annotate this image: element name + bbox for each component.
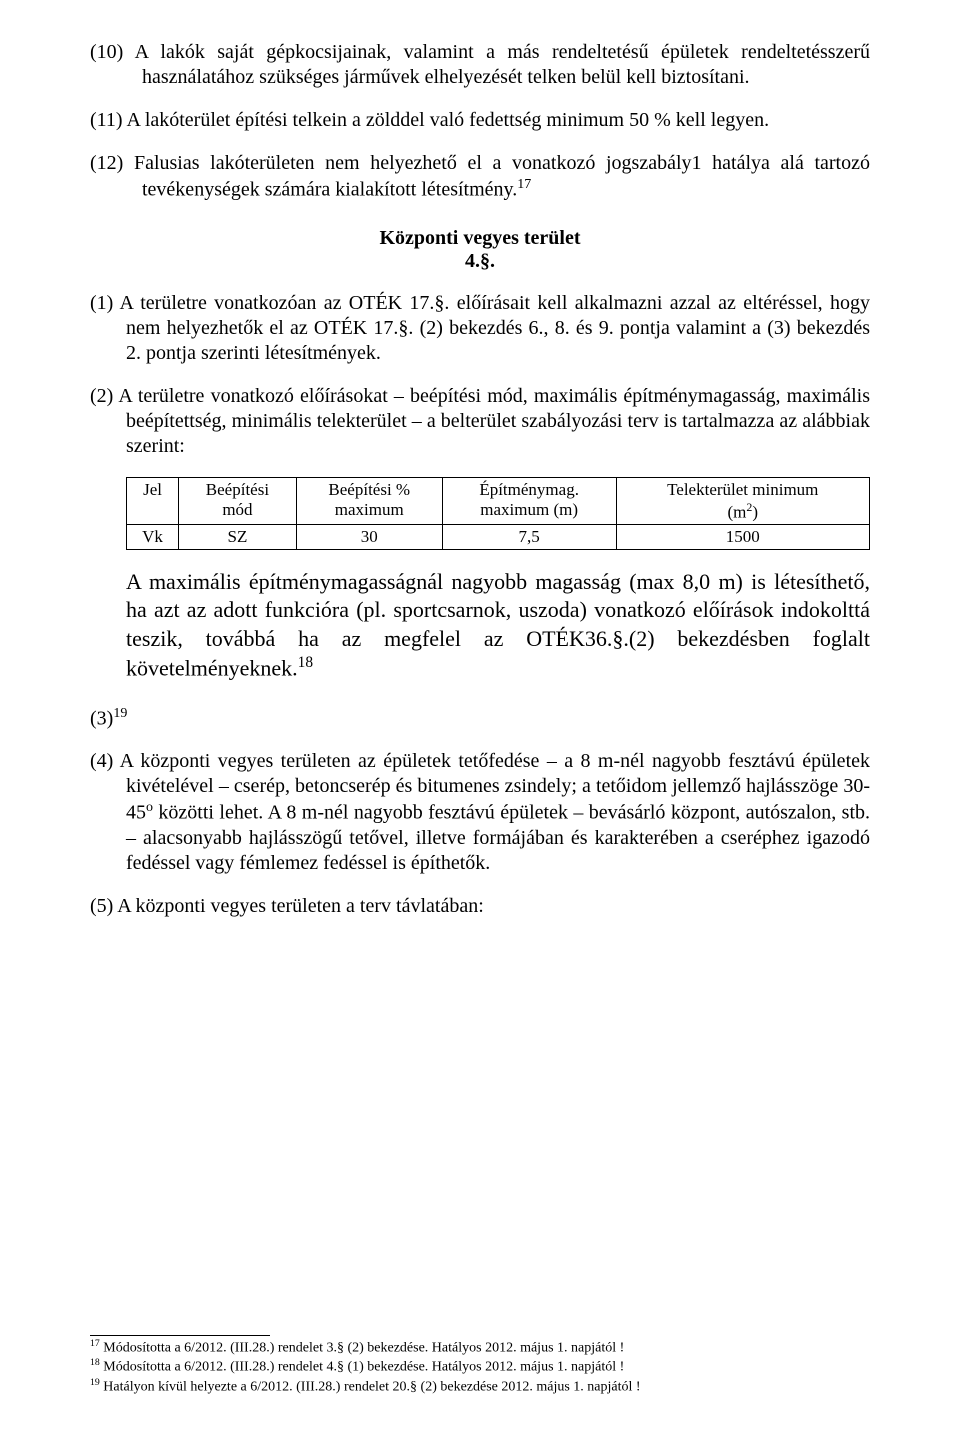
footnote-18-text: Módosította a 6/2012. (III.28.) rendelet… (100, 1360, 624, 1375)
section-title: Központi vegyes terület (90, 227, 870, 250)
table-header-area-d: ) (752, 502, 758, 521)
footnote-18-num: 18 (90, 1357, 100, 1368)
big-note-text: A maximális építménymagasságnál nagyobb … (126, 569, 870, 680)
table-row: Vk SZ 30 7,5 1500 (127, 525, 870, 550)
paragraph-3-label: (3) (90, 708, 113, 730)
footnote-ref-18: 18 (298, 654, 313, 671)
table-header-row: Jel Beépítési mód Beépítési % maximum Ép… (127, 477, 870, 525)
paragraph-4-text-b: közötti lehet. A 8 m-nél nagyobb fesztáv… (126, 802, 870, 874)
paragraph-4: (4) A központi vegyes területen az épüle… (90, 749, 870, 876)
page: (10) A lakók saját gépkocsijainak, valam… (0, 0, 960, 1436)
paragraph-3: (3)19 (90, 706, 870, 731)
rule-table: Jel Beépítési mód Beépítési % maximum Ép… (126, 477, 870, 551)
table-header-area-b: (m (728, 502, 747, 521)
table-header-mag-a: Építménymag. (479, 480, 579, 499)
footnote-19: 19 Hatályon kívül helyezte a 6/2012. (II… (90, 1377, 870, 1396)
footnote-17: 17 Módosította a 6/2012. (III.28.) rende… (90, 1338, 870, 1357)
table-cell-mod: SZ (179, 525, 297, 550)
table-header-jel: Jel (127, 477, 179, 525)
footnotes: 17 Módosította a 6/2012. (III.28.) rende… (90, 1335, 870, 1396)
degree-symbol: o (146, 800, 153, 815)
table-cell-pct: 30 (296, 525, 442, 550)
footnote-17-text: Módosította a 6/2012. (III.28.) rendelet… (100, 1340, 624, 1355)
footnote-ref-17: 17 (517, 177, 531, 192)
paragraph-12-text: (12) Falusias lakóterületen nem helyezhe… (90, 152, 870, 201)
table-header-pct: Beépítési % maximum (296, 477, 442, 525)
table-header-area: Telekterület minimum (m2) (616, 477, 869, 525)
footnote-ref-19: 19 (113, 706, 127, 721)
table-header-mod: Beépítési mód (179, 477, 297, 525)
table-header-pct-a: Beépítési % (328, 480, 410, 499)
table-header-area-a: Telekterület minimum (667, 480, 818, 499)
paragraph-5: (5) A központi vegyes területen a terv t… (90, 894, 870, 919)
table-header-mod-a: Beépítési (206, 480, 269, 499)
footnote-rule (90, 1335, 270, 1336)
table-header-mod-b: mód (222, 500, 252, 519)
footnote-19-text: Hatályon kívül helyezte a 6/2012. (III.2… (100, 1379, 641, 1394)
footnote-18: 18 Módosította a 6/2012. (III.28.) rende… (90, 1357, 870, 1376)
footnote-19-num: 19 (90, 1377, 100, 1388)
table-cell-jel: Vk (127, 525, 179, 550)
table-cell-area: 1500 (616, 525, 869, 550)
paragraph-1: (1) A területre vonatkozóan az OTÉK 17.§… (90, 291, 870, 366)
paragraph-11: (11) A lakóterület építési telkein a zöl… (90, 108, 870, 133)
footnote-17-num: 17 (90, 1338, 100, 1349)
paragraph-10: (10) A lakók saját gépkocsijainak, valam… (90, 40, 870, 90)
table-header-mag: Építménymag. maximum (m) (442, 477, 616, 525)
paragraph-2: (2) A területre vonatkozó előírásokat – … (90, 384, 870, 459)
section-number: 4.§. (90, 250, 870, 273)
table-header-pct-b: maximum (335, 500, 404, 519)
table-header-mag-b: maximum (m) (480, 500, 578, 519)
big-note: A maximális építménymagasságnál nagyobb … (90, 568, 870, 682)
paragraph-12: (12) Falusias lakóterületen nem helyezhe… (90, 151, 870, 203)
table-cell-mag: 7,5 (442, 525, 616, 550)
